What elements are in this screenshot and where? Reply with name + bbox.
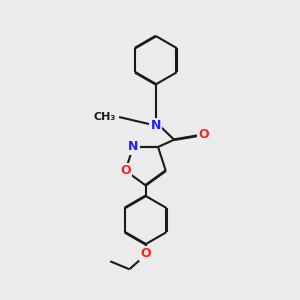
Text: O: O (120, 164, 131, 177)
Text: O: O (198, 128, 209, 141)
Text: N: N (151, 119, 161, 132)
Text: CH₃: CH₃ (94, 112, 116, 122)
Text: O: O (140, 247, 151, 260)
Text: N: N (128, 140, 138, 154)
